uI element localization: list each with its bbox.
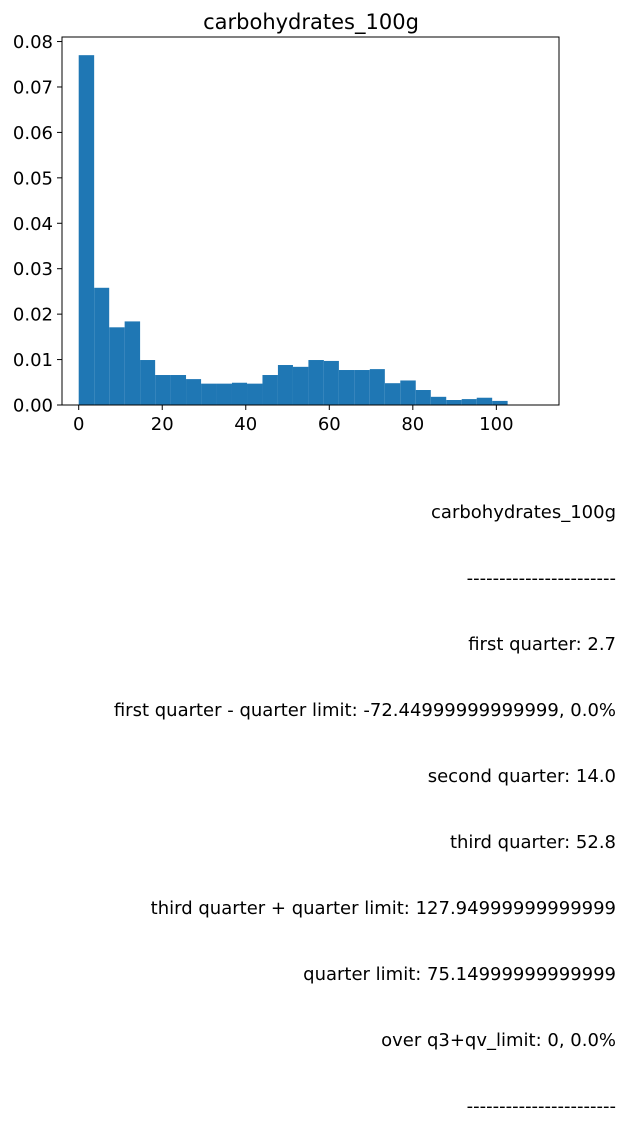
y-axis-ticks: 0.00 0.01 0.02 0.03 0.04 0.05 0.06 0.07 0.08 [13, 32, 62, 417]
x-tick-label: 40 [234, 414, 257, 435]
y-tick-label: 0.03 [13, 259, 53, 280]
x-tick-label: 100 [479, 414, 513, 435]
histogram-bar-10 [231, 382, 248, 405]
histogram-bar-0 [78, 55, 95, 405]
x-tick-label: 80 [401, 414, 424, 435]
histogram-bar-8 [201, 383, 217, 405]
y-tick-label: 0.05 [13, 168, 53, 189]
histogram-bars [78, 55, 508, 405]
histogram-bar-20 [384, 383, 401, 405]
histogram-bar-2 [109, 327, 125, 405]
histogram-bar-21 [400, 380, 416, 405]
histogram-bar-13 [277, 365, 293, 405]
histogram-bar-17 [338, 370, 355, 405]
stats-third-quarter: third quarter: 52.8 [449, 832, 616, 853]
histogram-bar-23 [430, 396, 447, 405]
x-tick-label: 0 [73, 414, 84, 435]
y-tick-label: 0.00 [13, 396, 53, 417]
histogram-bar-4 [140, 360, 156, 405]
histogram-chart: carbohydrates_100g 0 20 40 60 80 100 0.00 0.01… [13, 10, 560, 435]
histogram-bar-14 [292, 366, 309, 405]
histogram-bar-9 [216, 383, 232, 405]
chart-title: carbohydrates_100g [203, 10, 419, 35]
plot-frame [61, 36, 560, 406]
histogram-bar-5 [155, 375, 171, 405]
histogram-bar-19 [369, 369, 385, 405]
histogram-bar-1 [94, 287, 110, 405]
y-tick-label: 0.04 [13, 214, 53, 235]
histogram-bar-22 [415, 390, 431, 405]
y-tick-label: 0.06 [13, 123, 53, 144]
summary-stats: carbohydrates_100g ---------------------… [0, 458, 616, 1140]
histogram-bar-15 [308, 360, 324, 405]
y-tick-label: 0.02 [13, 305, 53, 326]
histogram-bar-3 [124, 321, 141, 405]
histogram-bar-6 [170, 375, 187, 405]
stats-separator: ----------------------- [466, 568, 616, 589]
y-tick-label: 0.08 [13, 32, 53, 53]
y-tick-label: 0.07 [13, 77, 53, 98]
stats-heading: carbohydrates_100g [431, 502, 616, 523]
histogram-bar-7 [186, 379, 202, 405]
stats-first-quarter: first quarter: 2.7 [468, 634, 616, 655]
y-tick-label: 0.01 [13, 350, 53, 371]
stats-second-quarter: second quarter: 14.0 [427, 766, 616, 787]
histogram-bar-26 [476, 397, 493, 405]
stats-over-limit: over q3+qv_limit: 0, 0.0% [381, 1030, 616, 1051]
histogram-bar-16 [323, 360, 339, 405]
histogram-bar-11 [247, 383, 263, 405]
stats-separator-end: ----------------------- [466, 1096, 616, 1117]
histogram-bar-18 [354, 370, 370, 405]
histogram-bar-25 [461, 399, 477, 405]
stats-quarter-limit: quarter limit: 75.14999999999999 [303, 964, 616, 985]
histogram-bar-27 [492, 400, 508, 405]
stats-third-quarter-limit: third quarter + quarter limit: 127.94999… [150, 898, 616, 919]
x-axis-ticks: 0 20 40 60 80 100 [73, 405, 514, 435]
histogram-bar-24 [446, 400, 462, 405]
histogram-bar-12 [262, 375, 278, 405]
x-tick-label: 60 [318, 414, 341, 435]
x-tick-label: 20 [151, 414, 174, 435]
stats-first-quarter-limit: first quarter - quarter limit: -72.44999… [113, 700, 616, 721]
